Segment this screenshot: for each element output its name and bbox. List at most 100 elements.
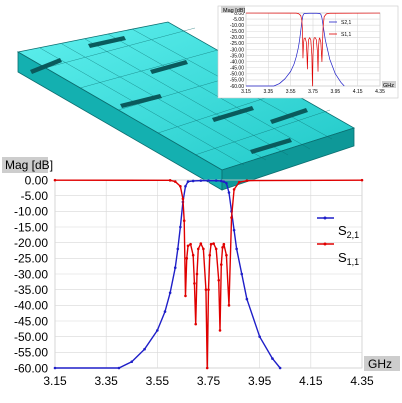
legend-marker-s11 [323,242,327,246]
main-point-s21 [191,179,195,183]
main-point-s21 [130,360,134,364]
inset-y-tick-label: -40.00 [230,59,244,65]
main-point-s11 [221,246,224,249]
legend-label-s11: S1,1 [338,250,359,267]
main-point-s21 [173,266,177,270]
main-y-tick-label: -60.00 [14,361,48,375]
legend-item-s21: S2,1 [317,216,359,240]
inset-series-s11 [245,12,381,87]
main-point-s11 [202,247,205,251]
main-point-s11 [168,179,172,182]
main-x-tick-label: 3.55 [146,374,170,388]
inset-y-tick-label: -10.00 [230,23,244,29]
main-chart: 0.00 -5.00 -10.00-15.00 -20.00 -25.00-30.00 -… [2,157,400,388]
inset-series-lines [245,12,381,87]
main-point-s11 [204,288,208,291]
main-xlabel-box [364,356,400,371]
main-point-s11 [212,242,215,245]
main-y-tick-label: -15.00 [14,220,48,234]
main-point-s11 [237,180,241,184]
main-point-s21 [225,181,228,185]
inset-y-tick-labels: 0.00-5.00-10.00-15.00-20.00-25.00-30.00-… [230,11,244,90]
legend-item-s11: S1,1 [317,242,359,267]
main-point-s21 [156,329,159,332]
main-point-s21 [168,291,172,295]
main-point-s11 [217,278,221,282]
inset-y-tick-label: -60.00 [230,84,244,90]
main-point-s21 [163,310,167,313]
inset-y-tick-label: -20.00 [230,35,244,41]
main-y-tick-label: -40.00 [14,299,48,313]
inset-x-tick-label: 4.15 [353,89,363,95]
inset-x-tick-label: 3.35 [263,89,273,95]
main-y-tick-label: -25.00 [14,252,48,266]
inset-y-tick-label: 0.00 [234,11,244,17]
inset-y-axis-label: Mag [dB] [223,8,245,14]
main-point-s11 [189,242,192,246]
main-point-s11 [222,242,226,246]
inset-y-tick-label: -50.00 [230,72,244,78]
main-point-s11 [184,294,187,298]
main-y-tick-label: -30.00 [14,267,48,281]
main-point-s21 [219,179,223,183]
main-y-tick-label: -45.00 [14,314,48,328]
main-point-s21 [184,184,187,188]
main-point-s11 [199,242,203,245]
main-point-s11 [181,197,185,201]
main-point-s11 [173,180,177,183]
main-point-s21 [176,247,180,251]
main-x-tick-label: 3.75 [197,374,221,388]
main-point-s21 [53,366,57,370]
model-side-face [221,127,355,191]
inset-x-tick-label: 4.35 [375,89,385,95]
main-point-s11 [194,322,198,326]
inset-legend: S2,1 S1,1 [329,20,352,38]
model-resonator-slots [30,36,308,154]
main-point-s11 [245,179,249,182]
legend-label-s21: S2,1 [338,223,359,240]
main-series-s11 [54,179,363,369]
main-point-s11 [186,244,190,248]
main-y-tick-label: -55.00 [14,346,48,360]
main-series-lines [53,178,364,370]
main-point-s11 [191,253,195,257]
main-y-tick-label: -50.00 [14,330,48,344]
inset-y-tick-label: -30.00 [230,47,244,53]
main-point-s21 [117,366,121,370]
main-point-s21 [278,366,282,370]
main-point-s11 [53,178,57,182]
inset-y-tick-label: -5.00 [233,17,245,23]
inset-y-tick-label: -55.00 [230,78,244,84]
main-point-s21 [227,191,231,194]
inset-x-tick-label: 3.15 [241,89,251,95]
inset-y-tick-label: -45.00 [230,66,244,72]
main-point-s21 [240,272,244,276]
legend-label-s21-main: S [338,223,347,238]
main-point-s21 [186,180,190,183]
main-point-s11 [179,184,182,188]
inset-y-tick-label: -15.00 [230,29,244,35]
inset-x-tick-label: 3.75 [308,89,318,95]
main-ylabel-box [2,157,48,173]
main-point-s21 [179,225,182,229]
main-point-s11 [195,272,199,276]
main-legend: S2,1 S1,1 [317,216,359,267]
main-point-s21 [214,179,218,182]
main-x-tick-label: 3.95 [248,374,272,388]
main-point-s11 [193,282,196,285]
inset-x-tick-label: 3.55 [286,89,296,95]
main-point-s21 [207,179,210,182]
main-point-s11 [230,216,233,219]
legend-marker-s21 [323,216,327,220]
main-point-s11 [208,253,212,257]
main-point-s21 [199,179,203,182]
inset-legend-s11: S1,1 [341,32,352,38]
inset-xlabel-box [382,81,396,88]
main-x-axis-label: GHz [368,357,392,371]
main-point-s11 [225,253,228,257]
main-point-s21 [143,347,146,351]
main-y-tick-label: -35.00 [14,283,48,297]
main-point-s11 [218,329,222,332]
main-point-s11 [227,304,231,307]
